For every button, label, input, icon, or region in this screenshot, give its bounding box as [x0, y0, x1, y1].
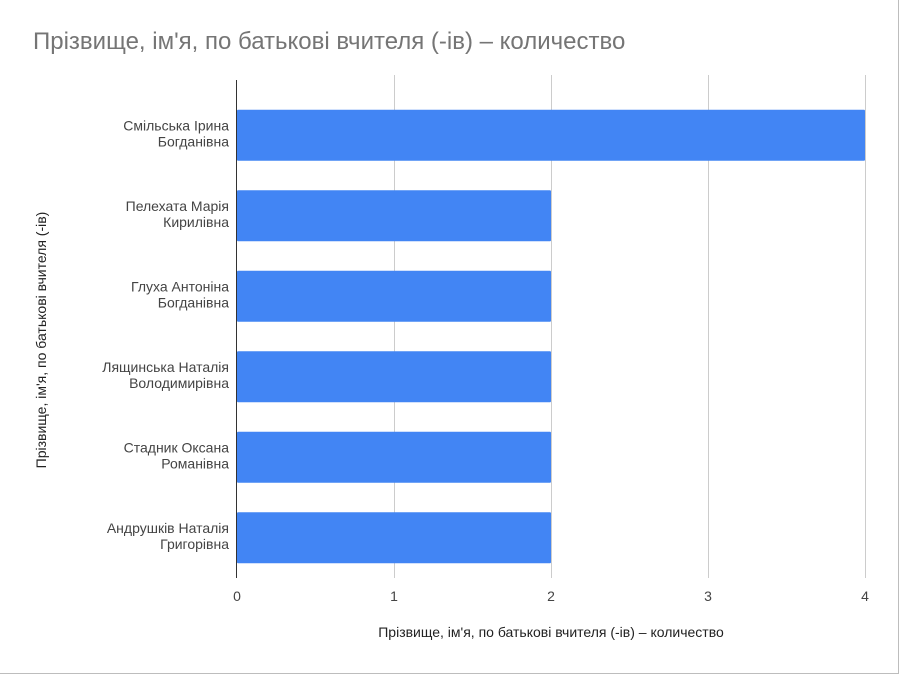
x-axis-title: Прізвище, ім'я, по батькові вчителя (-ів…: [378, 624, 724, 640]
bar: [237, 190, 551, 242]
x-tick-label: 0: [233, 588, 241, 604]
category-label-line: Григорівна: [160, 536, 229, 552]
category-label-line: Лящинська Наталія: [102, 359, 229, 375]
category-label: Смільська Ірина Богданівна: [123, 117, 229, 149]
x-tick-label: 4: [861, 588, 869, 604]
x-tick-labels: 0 1 2 3 4: [233, 588, 869, 604]
category-label: Андрушків Наталія Григорівна: [107, 520, 229, 552]
bars: [237, 109, 865, 564]
category-label-line: Богданівна: [158, 294, 229, 310]
x-tick-label: 3: [704, 588, 712, 604]
bar: [237, 270, 551, 322]
category-label-line: Пелехата Марія: [126, 198, 229, 214]
category-label: Пелехата Марія Кирилівна: [126, 198, 230, 230]
category-label: Глуха Антоніна Богданівна: [131, 278, 229, 310]
category-label-line: Андрушків Наталія: [107, 520, 229, 536]
category-label: Стадник Оксана Романівна: [124, 439, 230, 471]
x-tick-label: 2: [547, 588, 555, 604]
bar: [237, 351, 551, 403]
bar: [237, 512, 551, 564]
y-axis-title: Прізвище, ім'я, по батькові вчителя (-ів…: [33, 212, 49, 469]
bar: [237, 109, 865, 161]
bar: [237, 431, 551, 483]
chart-title: Прізвище, ім'я, по батькові вчителя (-ів…: [33, 28, 626, 55]
x-tick-label: 1: [390, 588, 398, 604]
category-label-line: Стадник Оксана: [124, 439, 230, 455]
category-label-line: Кирилівна: [163, 214, 229, 230]
category-label-line: Богданівна: [158, 133, 229, 149]
category-label-line: Романівна: [161, 455, 229, 471]
category-label-line: Глуха Антоніна: [131, 278, 229, 294]
category-label: Лящинська Наталія Володимирівна: [102, 359, 229, 391]
category-label-line: Смільська Ірина: [123, 117, 229, 133]
category-label-line: Володимирівна: [129, 375, 229, 391]
